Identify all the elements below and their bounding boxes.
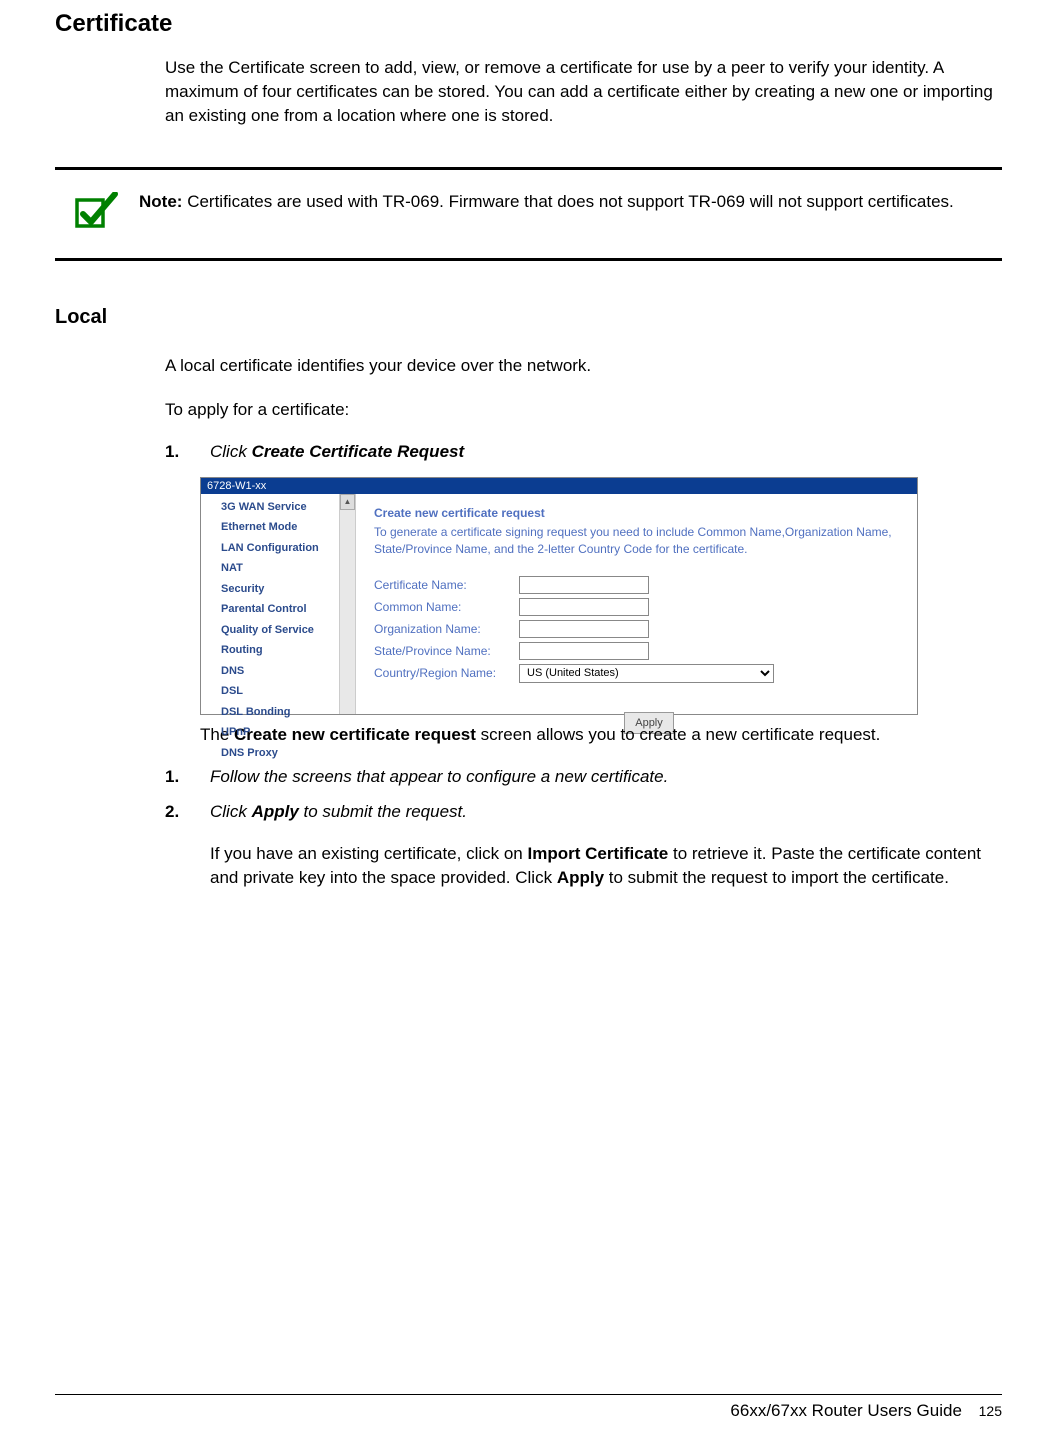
form-row-common-name: Common Name: [374, 598, 899, 616]
sidebar-item-lan[interactable]: LAN Configuration [201, 538, 355, 559]
sidebar-item-dsl[interactable]: DSL [201, 681, 355, 702]
content-desc: To generate a certificate signing reques… [374, 524, 899, 558]
sidebar-item-3g-wan[interactable]: 3G WAN Service [201, 497, 355, 518]
sidebar-item-upnp[interactable]: UPnP [201, 722, 355, 743]
form-row-cert-name: Certificate Name: [374, 576, 899, 594]
step-apply: 2. Click Apply to submit the request. [165, 802, 1002, 822]
step-bold-text: Create Certificate Request [252, 442, 465, 461]
local-heading: Local [55, 306, 1002, 329]
country-label: Country/Region Name: [374, 666, 519, 680]
org-name-label: Organization Name: [374, 622, 519, 636]
sidebar-item-ethernet[interactable]: Ethernet Mode [201, 517, 355, 538]
form-row-state: State/Province Name: [374, 642, 899, 660]
step-number: 1. [165, 767, 185, 787]
import-p3: to submit the request to import the cert… [604, 868, 949, 887]
sidebar-item-security[interactable]: Security [201, 579, 355, 600]
local-intro: A local certificate identifies your devi… [165, 354, 1002, 378]
note-rule-bottom [55, 258, 1002, 261]
apply-text: To apply for a certificate: [165, 398, 1002, 422]
cert-name-input[interactable] [519, 576, 649, 594]
step-content: Follow the screens that appear to config… [210, 767, 1002, 787]
country-select[interactable]: US (United States) [519, 664, 774, 683]
import-b2: Apply [557, 868, 604, 887]
caption-suffix: screen allows you to create a new certif… [476, 725, 880, 744]
note-content: Certificates are used with TR-069. Firmw… [187, 192, 954, 211]
sidebar-item-dsl-bonding[interactable]: DSL Bonding [201, 702, 355, 723]
checkmark-icon [75, 192, 119, 233]
scrollbar-up-icon[interactable]: ▲ [340, 494, 355, 510]
step-number-blank [165, 842, 185, 890]
step-follow: 1. Follow the screens that appear to con… [165, 767, 1002, 787]
footer-guide: 66xx/67xx Router Users Guide [730, 1401, 962, 1420]
window-titlebar: 6728-W1-xx [201, 478, 917, 494]
common-name-input[interactable] [519, 598, 649, 616]
step-prefix: Click [210, 802, 252, 821]
org-name-input[interactable] [519, 620, 649, 638]
sidebar-item-routing[interactable]: Routing [201, 640, 355, 661]
state-label: State/Province Name: [374, 644, 519, 658]
form-row-country: Country/Region Name: US (United States) [374, 664, 899, 683]
form-row-org-name: Organization Name: [374, 620, 899, 638]
screenshot-body: 3G WAN Service Ethernet Mode LAN Configu… [201, 494, 917, 714]
step-content: Click Apply to submit the request. [210, 802, 1002, 822]
content-area: Create new certificate request To genera… [356, 494, 917, 714]
step-content: If you have an existing certificate, cli… [210, 842, 1002, 890]
step-1: 1. Click Create Certificate Request [165, 442, 1002, 462]
content-title: Create new certificate request [374, 506, 899, 520]
step-number: 1. [165, 442, 185, 462]
sidebar-item-parental[interactable]: Parental Control [201, 599, 355, 620]
note-block: Note: Certificates are used with TR-069.… [75, 190, 1002, 233]
sidebar-item-qos[interactable]: Quality of Service [201, 620, 355, 641]
step-bold: Apply [252, 802, 299, 821]
sidebar: 3G WAN Service Ethernet Mode LAN Configu… [201, 494, 356, 714]
note-label: Note: [139, 192, 182, 211]
step-prefix: Click [210, 442, 252, 461]
note-rule-top [55, 167, 1002, 170]
state-input[interactable] [519, 642, 649, 660]
step-content: Click Create Certificate Request [210, 442, 1002, 462]
cert-name-label: Certificate Name: [374, 578, 519, 592]
screenshot: 6728-W1-xx 3G WAN Service Ethernet Mode … [200, 477, 918, 715]
common-name-label: Common Name: [374, 600, 519, 614]
step-number: 2. [165, 802, 185, 822]
scrollbar[interactable]: ▲ [339, 494, 355, 714]
step-suffix: to submit the request. [299, 802, 467, 821]
sidebar-item-dns[interactable]: DNS [201, 661, 355, 682]
note-text: Note: Certificates are used with TR-069.… [139, 190, 954, 214]
import-b1: Import Certificate [528, 844, 669, 863]
sidebar-item-dns-proxy[interactable]: DNS Proxy [201, 743, 355, 764]
intro-paragraph: Use the Certificate screen to add, view,… [165, 56, 1002, 127]
import-p1: If you have an existing certificate, cli… [210, 844, 528, 863]
step-import: If you have an existing certificate, cli… [165, 842, 1002, 890]
footer-page-number: 125 [979, 1403, 1002, 1419]
sidebar-item-nat[interactable]: NAT [201, 558, 355, 579]
page-footer: 66xx/67xx Router Users Guide 125 [55, 1394, 1002, 1421]
page-title: Certificate [55, 10, 1002, 38]
